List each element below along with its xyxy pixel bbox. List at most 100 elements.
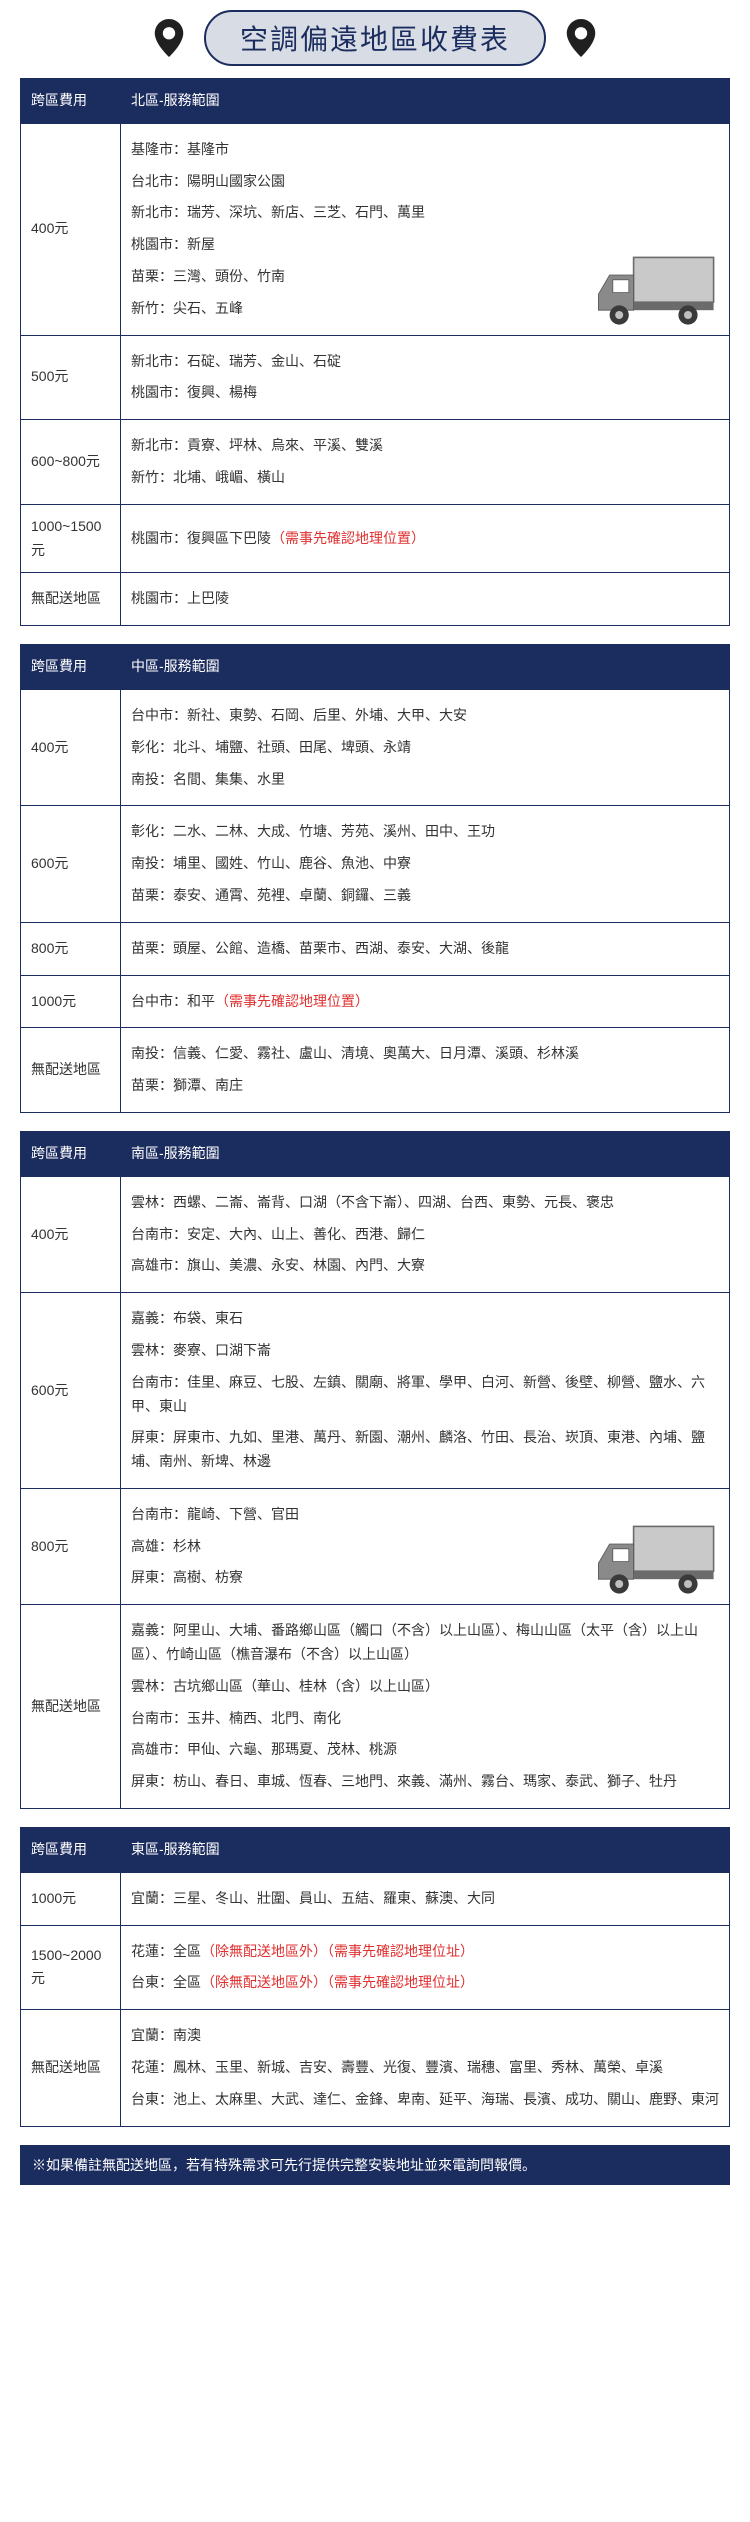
region-table: 跨區費用中區-服務範圍400元台中市：新社、東勢、石岡、后里、外埔、大甲、大安彰…: [20, 644, 730, 1113]
area-cell: 基隆市：基隆市台北市：陽明山國家公園新北市：瑞芳、深坑、新店、三芝、石門、萬里桃…: [121, 123, 730, 335]
note-text: （需事先確認地理位置）: [215, 993, 369, 1009]
fee-cell: 400元: [21, 123, 121, 335]
area-line: 高雄市：甲仙、六龜、那瑪夏、茂林、桃源: [131, 1734, 719, 1766]
area-line: 新竹：尖石、五峰: [131, 293, 719, 325]
area-line: 南投：信義、仁愛、霧社、盧山、清境、奧萬大、日月潭、溪頭、杉林溪: [131, 1038, 719, 1070]
fee-cell: 600元: [21, 806, 121, 922]
table-row: 500元新北市：石碇、瑞芳、金山、石碇桃園市：復興、楊梅: [21, 335, 730, 420]
title-row: 空調偏遠地區收費表: [20, 10, 730, 66]
table-row: 無配送地區嘉義：阿里山、大埔、番路鄉山區（觸口（不含）以上山區）、梅山山區（太平…: [21, 1605, 730, 1809]
fee-column-header: 跨區費用: [21, 645, 121, 690]
area-line: 彰化：二水、二林、大成、竹塘、芳苑、溪州、田中、王功: [131, 816, 719, 848]
table-row: 無配送地區桃園市：上巴陵: [21, 573, 730, 626]
area-line: 花蓮：鳳林、玉里、新城、吉安、壽豐、光復、豐濱、瑞穗、富里、秀林、萬榮、卓溪: [131, 2052, 719, 2084]
fee-cell: 400元: [21, 689, 121, 805]
area-line: 彰化：北斗、埔鹽、社頭、田尾、埤頭、永靖: [131, 732, 719, 764]
fee-cell: 無配送地區: [21, 1028, 121, 1113]
area-cell: 桃園市：上巴陵: [121, 573, 730, 626]
area-line: 桃園市：上巴陵: [131, 583, 719, 615]
region-table: 跨區費用北區-服務範圍400元基隆市：基隆市台北市：陽明山國家公園新北市：瑞芳、…: [20, 78, 730, 626]
fee-column-header: 跨區費用: [21, 79, 121, 124]
area-line: 苗栗：泰安、通霄、苑裡、卓蘭、銅鑼、三義: [131, 880, 719, 912]
area-column-header: 東區-服務範圍: [121, 1828, 730, 1873]
area-line: 南投：名間、集集、水里: [131, 764, 719, 796]
area-cell: 新北市：石碇、瑞芳、金山、石碇桃園市：復興、楊梅: [121, 335, 730, 420]
area-line: 雲林：古坑鄉山區（華山、桂林（含）以上山區）: [131, 1671, 719, 1703]
area-line: 桃園市：復興、楊梅: [131, 377, 719, 409]
area-cell: 宜蘭：南澳花蓮：鳳林、玉里、新城、吉安、壽豐、光復、豐濱、瑞穗、富里、秀林、萬榮…: [121, 2010, 730, 2126]
area-line: 雲林：西螺、二崙、崙背、口湖（不含下崙）、四湖、台西、東勢、元長、褒忠: [131, 1187, 719, 1219]
area-cell: 宜蘭：三星、冬山、壯圍、員山、五結、羅東、蘇澳、大同: [121, 1872, 730, 1925]
fee-column-header: 跨區費用: [21, 1828, 121, 1873]
page-root: 空調偏遠地區收費表 跨區費用北區-服務範圍400元基隆市：基隆市台北市：陽明山國…: [0, 0, 750, 2205]
area-line: 花蓮：全區（除無配送地區外）（需事先確認地理位址）: [131, 1936, 719, 1968]
area-line: 苗栗：頭屋、公館、造橋、苗栗市、西湖、泰安、大湖、後龍: [131, 933, 719, 965]
area-line: 屏東：屏東市、九如、里港、萬丹、新園、潮州、麟洛、竹田、長治、崁頂、東港、內埔、…: [131, 1422, 719, 1478]
fee-cell: 800元: [21, 1488, 121, 1604]
area-line: 嘉義：布袋、東石: [131, 1303, 719, 1335]
area-line: 台東：池上、太麻里、大武、達仁、金鋒、卑南、延平、海瑞、長濱、成功、關山、鹿野、…: [131, 2084, 719, 2116]
fee-cell: 600~800元: [21, 420, 121, 505]
area-line: 新北市：貢寮、坪林、烏來、平溪、雙溪: [131, 430, 719, 462]
table-row: 1000元台中市：和平（需事先確認地理位置）: [21, 975, 730, 1028]
area-line: 新北市：瑞芳、深坑、新店、三芝、石門、萬里: [131, 197, 719, 229]
area-column-header: 南區-服務範圍: [121, 1131, 730, 1176]
fee-column-header: 跨區費用: [21, 1131, 121, 1176]
table-row: 600元彰化：二水、二林、大成、竹塘、芳苑、溪州、田中、王功南投：埔里、國姓、竹…: [21, 806, 730, 922]
area-line: 桃園市：復興區下巴陵（需事先確認地理位置）: [131, 523, 719, 555]
area-cell: 台南市：龍崎、下營、官田高雄：杉林屏東：高樹、枋寮: [121, 1488, 730, 1604]
table-row: 1500~2000元花蓮：全區（除無配送地區外）（需事先確認地理位址）台東：全區…: [21, 1925, 730, 2010]
area-line: 新竹：北埔、峨嵋、橫山: [131, 462, 719, 494]
area-column-header: 中區-服務範圍: [121, 645, 730, 690]
area-line: 台南市：安定、大內、山上、善化、西港、歸仁: [131, 1219, 719, 1251]
fee-cell: 無配送地區: [21, 573, 121, 626]
area-cell: 花蓮：全區（除無配送地區外）（需事先確認地理位址）台東：全區（除無配送地區外）（…: [121, 1925, 730, 2010]
fee-cell: 500元: [21, 335, 121, 420]
area-line: 雲林：麥寮、口湖下崙: [131, 1335, 719, 1367]
fee-cell: 1000元: [21, 1872, 121, 1925]
area-cell: 台中市：和平（需事先確認地理位置）: [121, 975, 730, 1028]
fee-cell: 1000元: [21, 975, 121, 1028]
area-cell: 台中市：新社、東勢、石岡、后里、外埔、大甲、大安彰化：北斗、埔鹽、社頭、田尾、埤…: [121, 689, 730, 805]
fee-cell: 800元: [21, 922, 121, 975]
area-line: 屏東：高樹、枋寮: [131, 1562, 719, 1594]
table-row: 1000元宜蘭：三星、冬山、壯圍、員山、五結、羅東、蘇澳、大同: [21, 1872, 730, 1925]
area-line: 屏東：枋山、春日、車城、恆春、三地門、來義、滿州、霧台、瑪家、泰武、獅子、牡丹: [131, 1766, 719, 1798]
note-text: （需事先確認地理位置）: [271, 530, 425, 546]
fee-cell: 無配送地區: [21, 1605, 121, 1809]
area-cell: 新北市：貢寮、坪林、烏來、平溪、雙溪新竹：北埔、峨嵋、橫山: [121, 420, 730, 505]
region-table: 跨區費用南區-服務範圍400元雲林：西螺、二崙、崙背、口湖（不含下崙）、四湖、台…: [20, 1131, 730, 1809]
area-cell: 桃園市：復興區下巴陵（需事先確認地理位置）: [121, 504, 730, 573]
area-cell: 嘉義：布袋、東石雲林：麥寮、口湖下崙台南市：佳里、麻豆、七股、左鎮、關廟、將軍、…: [121, 1293, 730, 1489]
table-row: 600~800元新北市：貢寮、坪林、烏來、平溪、雙溪新竹：北埔、峨嵋、橫山: [21, 420, 730, 505]
fee-cell: 1000~1500元: [21, 504, 121, 573]
fee-cell: 1500~2000元: [21, 1925, 121, 2010]
note-text: （除無配送地區外）（需事先確認地理位址）: [201, 1974, 474, 1990]
area-line: 宜蘭：三星、冬山、壯圍、員山、五結、羅東、蘇澳、大同: [131, 1883, 719, 1915]
tables-container: 跨區費用北區-服務範圍400元基隆市：基隆市台北市：陽明山國家公園新北市：瑞芳、…: [20, 78, 730, 2127]
area-line: 宜蘭：南澳: [131, 2020, 719, 2052]
fee-cell: 400元: [21, 1176, 121, 1292]
area-line: 高雄：杉林: [131, 1531, 719, 1563]
table-row: 400元台中市：新社、東勢、石岡、后里、外埔、大甲、大安彰化：北斗、埔鹽、社頭、…: [21, 689, 730, 805]
area-line: 桃園市：新屋: [131, 229, 719, 261]
note-text: （除無配送地區外）（需事先確認地理位址）: [201, 1943, 474, 1959]
fee-cell: 無配送地區: [21, 2010, 121, 2126]
area-line: 台南市：龍崎、下營、官田: [131, 1499, 719, 1531]
area-line: 苗栗：三灣、頭份、竹南: [131, 261, 719, 293]
area-cell: 雲林：西螺、二崙、崙背、口湖（不含下崙）、四湖、台西、東勢、元長、褒忠台南市：安…: [121, 1176, 730, 1292]
area-line: 台南市：玉井、楠西、北門、南化: [131, 1703, 719, 1735]
footnote: ※如果備註無配送地區，若有特殊需求可先行提供完整安裝地址並來電詢問報價。: [20, 2145, 730, 2185]
table-row: 400元基隆市：基隆市台北市：陽明山國家公園新北市：瑞芳、深坑、新店、三芝、石門…: [21, 123, 730, 335]
page-title: 空調偏遠地區收費表: [204, 10, 546, 66]
area-column-header: 北區-服務範圍: [121, 79, 730, 124]
area-line: 台南市：佳里、麻豆、七股、左鎮、關廟、將軍、學甲、白河、新營、後壁、柳營、鹽水、…: [131, 1367, 719, 1423]
area-line: 基隆市：基隆市: [131, 134, 719, 166]
area-cell: 彰化：二水、二林、大成、竹塘、芳苑、溪州、田中、王功南投：埔里、國姓、竹山、鹿谷…: [121, 806, 730, 922]
table-row: 400元雲林：西螺、二崙、崙背、口湖（不含下崙）、四湖、台西、東勢、元長、褒忠台…: [21, 1176, 730, 1292]
area-line: 嘉義：阿里山、大埔、番路鄉山區（觸口（不含）以上山區）、梅山山區（太平（含）以上…: [131, 1615, 719, 1671]
area-line: 苗栗：獅潭、南庄: [131, 1070, 719, 1102]
area-line: 南投：埔里、國姓、竹山、鹿谷、魚池、中寮: [131, 848, 719, 880]
area-cell: 南投：信義、仁愛、霧社、盧山、清境、奧萬大、日月潭、溪頭、杉林溪苗栗：獅潭、南庄: [121, 1028, 730, 1113]
area-line: 台東：全區（除無配送地區外）（需事先確認地理位址）: [131, 1967, 719, 1999]
